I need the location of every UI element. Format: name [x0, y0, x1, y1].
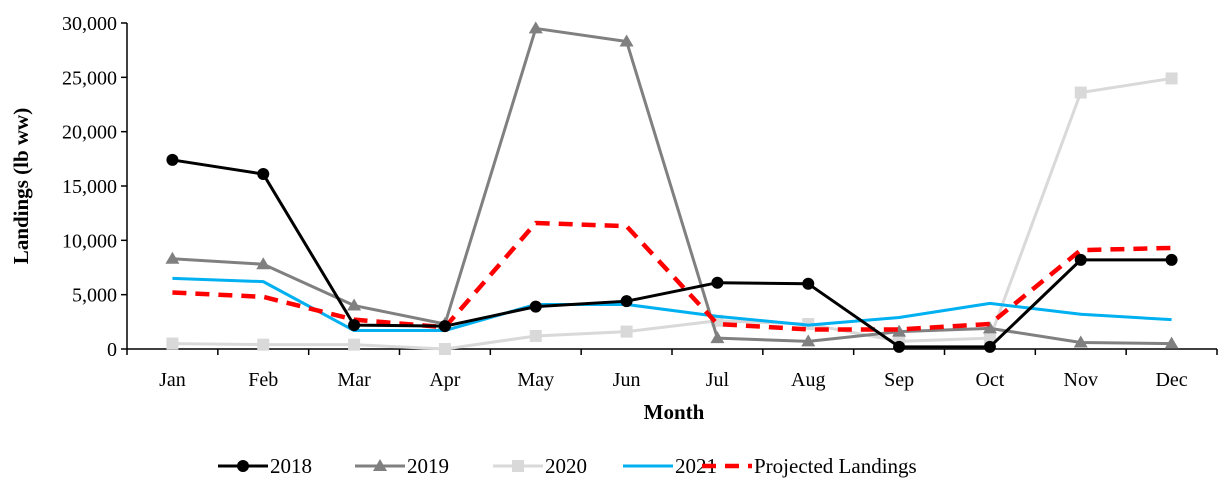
data-point-2018: [257, 168, 270, 181]
data-point-2019: [801, 334, 816, 347]
x-tick-label: Apr: [429, 369, 460, 391]
axes: [121, 22, 1218, 355]
data-point-2020: [166, 337, 179, 350]
series-line-projected-landings: [172, 220, 1172, 332]
data-point-2019: [892, 324, 907, 337]
series-layer: [165, 21, 1179, 355]
y-tick-label: 10,000: [62, 230, 117, 252]
legend-marker: [373, 459, 387, 471]
legend-item-2019: 2019: [355, 454, 449, 478]
data-point-2018: [620, 295, 633, 308]
series-2019: [165, 21, 1179, 349]
y-tick-label: 20,000: [62, 122, 117, 144]
data-point-2020: [1165, 72, 1178, 85]
x-tick-label: Jun: [613, 369, 641, 391]
data-point-2020: [438, 343, 451, 355]
series-line-2020: [172, 76, 1172, 351]
y-tick-label: 0: [107, 339, 117, 361]
data-point-2019: [619, 34, 634, 47]
data-point-2018: [438, 320, 451, 333]
data-point-2019: [256, 257, 271, 270]
data-point-2019: [347, 298, 362, 311]
legend-item-2018: 2018: [218, 454, 312, 478]
series-projected-landings: [172, 220, 1172, 332]
data-point-2018: [1165, 253, 1178, 266]
data-point-2019: [1073, 335, 1088, 348]
series-2018: [166, 153, 1178, 353]
data-point-2018: [802, 277, 815, 290]
legend-marker: [512, 460, 524, 472]
series-line-2021: [172, 276, 1172, 333]
data-point-2018: [893, 340, 906, 353]
x-tick-label: Nov: [1064, 369, 1098, 391]
data-point-2020: [348, 338, 361, 351]
data-point-2018: [711, 276, 724, 289]
legend-item-projected-landings: Projected Landings: [702, 454, 917, 478]
x-axis-title: Month: [644, 400, 705, 424]
x-tick-label: Sep: [884, 369, 914, 391]
legend-label: 2018: [270, 454, 312, 478]
y-axis-title: Landings (lb ww): [9, 108, 33, 264]
legend-label: 2020: [545, 454, 587, 478]
y-tick-label: 30,000: [62, 13, 117, 35]
data-point-2020: [983, 332, 996, 345]
y-tick-label: 15,000: [62, 176, 117, 198]
y-tick-label: 5,000: [72, 285, 117, 307]
legend-label: Projected Landings: [754, 454, 917, 478]
data-point-2020: [1074, 86, 1087, 99]
x-tick-label: Feb: [248, 369, 278, 391]
legend: 2018 2019 2020 2021 Projected Landings: [218, 454, 917, 478]
data-point-2019: [982, 321, 997, 334]
legend-item-2020: 2020: [493, 454, 587, 478]
data-point-2019: [528, 21, 543, 34]
x-tick-label: Oct: [975, 369, 1004, 391]
data-point-2018: [983, 340, 996, 353]
x-tick-label: Mar: [337, 369, 371, 391]
data-point-2018: [529, 300, 542, 313]
data-point-2020: [620, 325, 633, 338]
series-line-2018: [172, 158, 1172, 349]
data-point-2019: [1164, 336, 1179, 349]
x-tick-label: Jan: [159, 369, 186, 391]
legend-marker: [237, 460, 249, 472]
data-point-2020: [257, 338, 270, 351]
x-tick-label: Jul: [706, 369, 730, 391]
x-tick-labels: Jan Feb Mar Apr May Jun Jul Aug Sep Oct Nov Dec: [159, 369, 1188, 391]
data-point-2020: [529, 329, 542, 342]
data-point-2018: [348, 319, 361, 332]
data-point-2019: [165, 251, 180, 264]
y-tick-label: 25,000: [62, 67, 117, 89]
x-tick-label: May: [517, 369, 554, 391]
legend-label: 2019: [407, 454, 449, 478]
data-point-2018: [166, 153, 179, 166]
y-tick-labels: 0 5,000 10,000 15,000 20,000 25,000 30,000: [62, 13, 117, 361]
x-tick-label: Aug: [791, 369, 825, 391]
x-tick-label: Dec: [1155, 369, 1187, 391]
data-point-2018: [1074, 253, 1087, 266]
series-2021: [172, 276, 1172, 333]
data-point-2019: [710, 331, 725, 344]
